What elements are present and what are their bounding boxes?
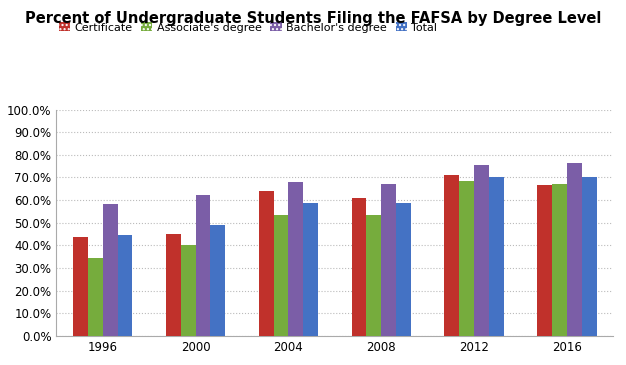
- Bar: [537, 185, 552, 336]
- Bar: [474, 165, 489, 336]
- Bar: [552, 184, 567, 336]
- Bar: [582, 177, 597, 336]
- Bar: [166, 234, 181, 336]
- Bar: [259, 191, 274, 336]
- Text: Percent of Undergraduate Students Filing the FAFSA by Degree Level: Percent of Undergraduate Students Filing…: [25, 11, 601, 26]
- Bar: [444, 175, 459, 336]
- Bar: [381, 184, 396, 336]
- Bar: [210, 225, 225, 336]
- Bar: [118, 235, 133, 336]
- Bar: [489, 177, 504, 336]
- Bar: [73, 237, 88, 336]
- Bar: [88, 258, 103, 336]
- Bar: [352, 198, 366, 336]
- Bar: [567, 164, 582, 336]
- Bar: [181, 245, 195, 336]
- Bar: [366, 215, 381, 336]
- Bar: [195, 195, 210, 336]
- Bar: [103, 204, 118, 336]
- Bar: [459, 181, 474, 336]
- Legend: Certificate, Associate's degree, Bachelor's degree, Total: Certificate, Associate's degree, Bachelo…: [56, 20, 439, 35]
- Bar: [304, 203, 318, 336]
- Bar: [289, 182, 304, 336]
- Bar: [396, 203, 411, 336]
- Bar: [274, 215, 289, 336]
